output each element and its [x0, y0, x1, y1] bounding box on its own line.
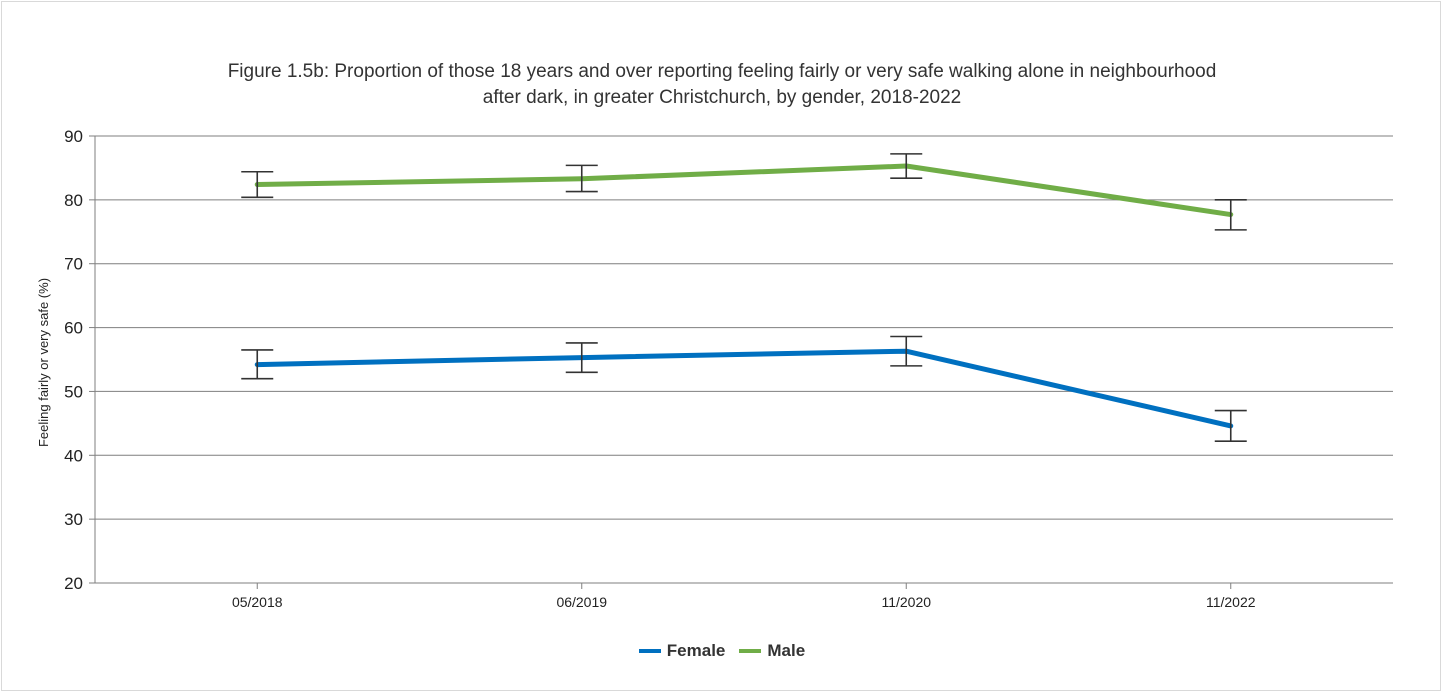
chart-title-line-2: after dark, in greater Christchurch, by …: [482, 87, 962, 108]
legend-item-female[interactable]: Female: [638, 641, 726, 661]
y-tick-label: 40: [64, 446, 83, 465]
y-tick-label: 90: [64, 127, 83, 146]
x-tick-label: 06/2019: [556, 594, 607, 610]
legend-swatch-female: [638, 649, 661, 653]
x-tick-label: 05/2018: [232, 594, 283, 610]
y-axis-label: Feeling fairly or very safe (%): [36, 278, 51, 447]
x-tick-label: 11/2020: [881, 594, 931, 610]
x-tick-label: 11/2022: [1206, 594, 1256, 610]
legend-label-male: Male: [767, 641, 806, 660]
y-tick-label: 20: [64, 574, 83, 593]
legend-swatch-male: [739, 649, 762, 653]
legend: Female Male: [0, 641, 1444, 661]
y-tick-label: 50: [64, 382, 83, 401]
legend-item-male[interactable]: Male: [739, 641, 805, 661]
legend-label-female: Female: [666, 641, 726, 660]
y-tick-label: 80: [64, 191, 83, 210]
chart-title: Figure 1.5b: Proportion of those 18 year…: [0, 59, 1444, 111]
y-tick-label: 30: [64, 510, 83, 529]
y-tick-label: 60: [64, 319, 83, 338]
chart-title-line-1: Figure 1.5b: Proportion of those 18 year…: [227, 61, 1217, 82]
y-tick-label: 70: [64, 255, 83, 274]
series-line-female: [254, 348, 1234, 429]
series-line-male: [254, 163, 1234, 218]
